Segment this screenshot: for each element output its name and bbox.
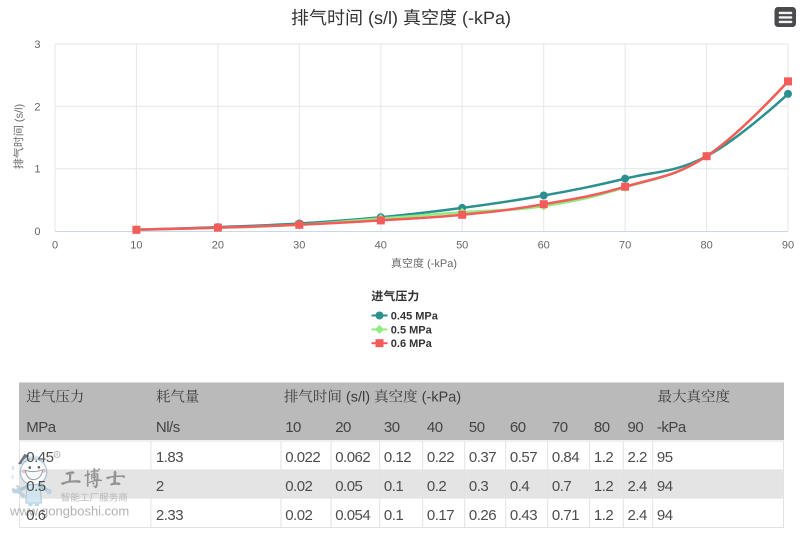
svg-text:80: 80 <box>700 240 712 252</box>
svg-text:0.45: 0.45 <box>26 449 53 466</box>
svg-text:30: 30 <box>384 419 400 436</box>
svg-text:0.57: 0.57 <box>510 449 537 466</box>
svg-text:0.054: 0.054 <box>335 507 370 524</box>
svg-text:2: 2 <box>156 478 164 495</box>
svg-text:0.71: 0.71 <box>552 507 579 524</box>
svg-text:94: 94 <box>657 507 673 524</box>
svg-text:MPa: MPa <box>26 419 57 436</box>
svg-text:50: 50 <box>456 240 468 252</box>
svg-text:0.05: 0.05 <box>335 478 362 495</box>
svg-text:0.2: 0.2 <box>427 478 447 495</box>
svg-text:40: 40 <box>375 240 387 252</box>
svg-text:0: 0 <box>34 226 40 238</box>
svg-text:20: 20 <box>335 419 351 436</box>
svg-text:0.84: 0.84 <box>552 449 579 466</box>
svg-text:10: 10 <box>130 240 142 252</box>
svg-text:0.02: 0.02 <box>285 507 312 524</box>
svg-text:www.gongboshi.com: www.gongboshi.com <box>9 504 129 519</box>
svg-text:0.6 MPa: 0.6 MPa <box>391 338 433 350</box>
svg-text:0.3: 0.3 <box>469 478 489 495</box>
svg-text:2: 2 <box>34 101 40 113</box>
svg-text:50: 50 <box>469 419 485 436</box>
svg-text:60: 60 <box>510 419 526 436</box>
svg-text:30: 30 <box>293 240 305 252</box>
svg-text:0.02: 0.02 <box>285 478 312 495</box>
svg-text:0.17: 0.17 <box>427 507 454 524</box>
svg-text:R: R <box>55 452 59 457</box>
svg-text:80: 80 <box>594 419 610 436</box>
svg-text:0.12: 0.12 <box>384 449 411 466</box>
svg-text:95: 95 <box>657 449 673 466</box>
svg-text:60: 60 <box>538 240 550 252</box>
svg-text:0.7: 0.7 <box>552 478 572 495</box>
svg-text:2.2: 2.2 <box>628 449 648 466</box>
svg-text:0.45 MPa: 0.45 MPa <box>391 310 439 322</box>
svg-text:40: 40 <box>427 419 443 436</box>
svg-text:0.43: 0.43 <box>510 507 537 524</box>
svg-text:0.4: 0.4 <box>510 478 530 495</box>
svg-text:-kPa: -kPa <box>657 419 687 436</box>
svg-text:0.6: 0.6 <box>26 507 46 524</box>
svg-text:94: 94 <box>657 478 673 495</box>
svg-text:2.4: 2.4 <box>628 507 648 524</box>
svg-text:70: 70 <box>619 240 631 252</box>
svg-text:0.5: 0.5 <box>26 478 46 495</box>
svg-text:0.062: 0.062 <box>335 449 370 466</box>
svg-text:2.33: 2.33 <box>156 507 183 524</box>
svg-text:1: 1 <box>34 164 40 176</box>
svg-text:70: 70 <box>552 419 568 436</box>
svg-text:2.4: 2.4 <box>628 478 648 495</box>
svg-text:20: 20 <box>212 240 224 252</box>
svg-text:0.37: 0.37 <box>469 449 496 466</box>
svg-text:1.2: 1.2 <box>594 449 614 466</box>
svg-text:10: 10 <box>285 419 301 436</box>
svg-text:1.83: 1.83 <box>156 449 183 466</box>
svg-text:0.5 MPa: 0.5 MPa <box>391 324 433 336</box>
svg-text:0.26: 0.26 <box>469 507 496 524</box>
svg-text:1.2: 1.2 <box>594 507 614 524</box>
svg-text:0.1: 0.1 <box>384 478 404 495</box>
svg-text:0.022: 0.022 <box>285 449 320 466</box>
svg-text:90: 90 <box>628 419 644 436</box>
svg-text:Nl/s: Nl/s <box>156 419 180 436</box>
svg-text:0.1: 0.1 <box>384 507 404 524</box>
svg-text:0.22: 0.22 <box>427 449 454 466</box>
svg-text:0: 0 <box>52 240 58 252</box>
svg-text:1.2: 1.2 <box>594 478 614 495</box>
svg-text:3: 3 <box>34 39 40 51</box>
svg-text:90: 90 <box>782 240 794 252</box>
